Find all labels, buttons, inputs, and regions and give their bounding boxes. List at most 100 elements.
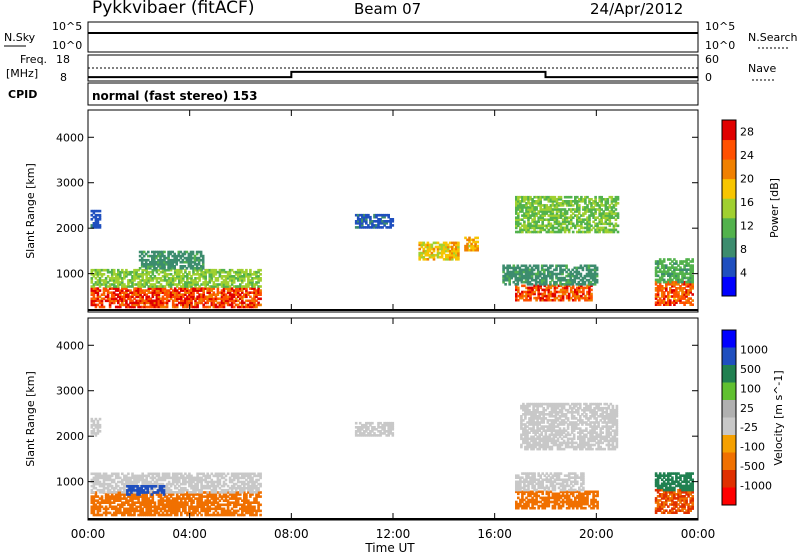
power-cell xyxy=(197,260,201,264)
power-cell xyxy=(535,195,538,199)
power-cell xyxy=(569,195,573,199)
power-cell xyxy=(588,198,591,201)
power-cell xyxy=(541,218,544,221)
power-cell xyxy=(224,287,228,290)
velocity-cell xyxy=(104,495,108,498)
power-colorbar-swatch xyxy=(722,178,736,199)
power-cell xyxy=(196,289,199,292)
power-cell xyxy=(159,303,163,307)
power-cell xyxy=(123,303,126,307)
velocity-cell xyxy=(251,513,254,517)
power-cell xyxy=(608,212,612,215)
power-cell xyxy=(198,273,201,276)
power-cell xyxy=(145,273,148,276)
velocity-cell xyxy=(234,476,238,480)
velocity-cell xyxy=(180,472,183,476)
power-cell xyxy=(685,268,688,271)
velocity-cell xyxy=(100,491,104,494)
velocity-cell xyxy=(247,476,250,480)
power-cell xyxy=(356,218,360,221)
power-cell xyxy=(206,289,209,292)
power-cell xyxy=(198,297,201,301)
power-cell xyxy=(145,297,148,301)
velocity-cell xyxy=(151,476,155,480)
velocity-cell xyxy=(171,478,175,482)
power-cell xyxy=(96,220,100,223)
power-cell xyxy=(151,256,154,260)
velocity-cell xyxy=(523,506,526,510)
velocity-cell xyxy=(155,493,159,496)
power-cell xyxy=(553,195,557,199)
velocity-cell xyxy=(571,494,575,498)
power-cell xyxy=(588,214,591,217)
velocity-cell xyxy=(206,513,209,517)
power-cell xyxy=(249,303,252,307)
velocity-cell xyxy=(549,490,553,494)
velocity-cell xyxy=(590,498,593,502)
velocity-cell xyxy=(143,495,146,498)
velocity-cell xyxy=(216,497,220,500)
power-cell xyxy=(519,204,522,207)
power-cell xyxy=(673,283,676,286)
power-cell xyxy=(175,289,179,292)
power-cell xyxy=(191,267,195,270)
velocity-cell xyxy=(151,495,155,498)
velocity-cell xyxy=(90,511,94,515)
power-cell xyxy=(667,283,670,286)
velocity-cell xyxy=(132,487,135,490)
power-cell xyxy=(675,276,678,280)
power-cell xyxy=(135,293,138,296)
power-cell xyxy=(117,295,120,299)
velocity-cell xyxy=(194,491,197,494)
power-cell xyxy=(153,301,157,305)
power-cell xyxy=(135,273,138,276)
velocity-cell xyxy=(110,484,114,488)
power-cell xyxy=(129,289,132,292)
power-cell xyxy=(220,283,224,286)
velocity-cell xyxy=(161,497,165,500)
velocity-cell xyxy=(251,509,254,513)
power-cell xyxy=(662,301,666,304)
power-cell xyxy=(553,268,556,272)
velocity-cell xyxy=(234,497,238,500)
velocity-cell xyxy=(90,484,94,488)
velocity-cell xyxy=(114,513,118,517)
power-cell xyxy=(195,263,199,266)
power-cell xyxy=(155,270,159,274)
velocity-cell xyxy=(249,495,252,498)
velocity-cell xyxy=(539,500,542,504)
power-cell xyxy=(145,270,148,274)
power-cell xyxy=(379,213,382,217)
power-cell xyxy=(559,198,563,201)
velocity-cell xyxy=(200,491,203,494)
power-cell xyxy=(604,204,608,207)
power-cell xyxy=(234,285,238,288)
power-cell xyxy=(110,291,114,294)
power-cell xyxy=(361,220,364,223)
power-cell xyxy=(159,305,163,309)
velocity-cell xyxy=(175,491,179,494)
power-cell xyxy=(551,204,555,207)
velocity-cell xyxy=(521,490,524,494)
velocity-cell xyxy=(590,490,593,494)
power-cell xyxy=(531,218,534,221)
velocity-cell xyxy=(204,495,207,498)
velocity-cell xyxy=(234,486,238,490)
power-cell xyxy=(239,275,242,278)
power-cell xyxy=(689,272,692,276)
power-cell xyxy=(547,198,551,201)
power-cell xyxy=(222,299,226,303)
power-cell xyxy=(578,200,581,203)
velocity-cell xyxy=(106,488,110,492)
power-cell xyxy=(533,286,536,290)
velocity-cell xyxy=(545,490,549,494)
velocity-cell xyxy=(241,503,244,507)
power-cell xyxy=(534,280,538,284)
power-cell xyxy=(190,287,193,290)
velocity-cell xyxy=(239,488,242,492)
power-cell xyxy=(251,305,254,309)
power-cell xyxy=(243,293,246,296)
power-cell xyxy=(121,285,124,288)
power-cell xyxy=(662,303,666,306)
y-tick-label: 2000 xyxy=(56,222,84,235)
